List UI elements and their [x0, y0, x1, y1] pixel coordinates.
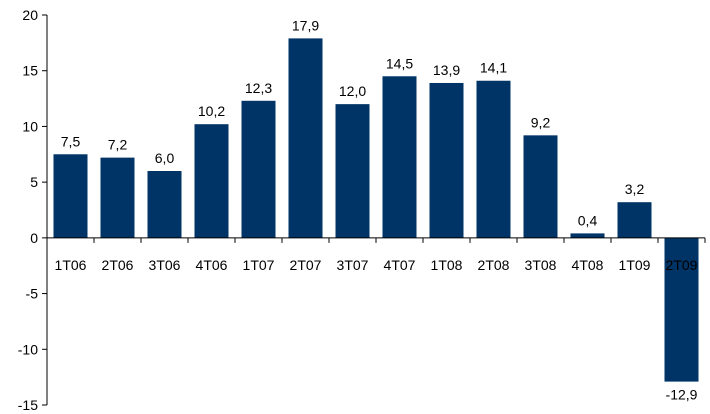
bar	[241, 100, 276, 238]
y-tick-label: -5	[26, 286, 39, 302]
bar	[664, 237, 699, 382]
category-label: 4T07	[384, 257, 416, 273]
bar	[147, 171, 182, 238]
y-tick-label: 15	[22, 63, 38, 79]
bar	[194, 124, 229, 238]
category-label: 4T08	[572, 257, 604, 273]
data-label: 3,2	[625, 181, 645, 197]
category-label: 1T06	[55, 257, 87, 273]
data-label: -12,9	[666, 387, 698, 403]
data-label: 0,4	[578, 212, 598, 228]
data-label: 17,9	[292, 17, 319, 33]
x-axis	[47, 237, 706, 243]
bar	[53, 154, 88, 238]
category-label: 2T09	[666, 257, 698, 273]
bar	[476, 80, 511, 238]
data-label: 13,9	[433, 62, 460, 78]
data-label: 7,5	[61, 133, 81, 149]
data-label: 7,2	[108, 137, 128, 153]
data-label: 12,3	[245, 80, 272, 96]
bar	[617, 202, 652, 238]
category-label: 3T06	[149, 257, 181, 273]
category-label: 2T06	[102, 257, 134, 273]
y-tick-label: 0	[30, 230, 38, 246]
category-label: 3T08	[525, 257, 557, 273]
y-tick-label: -15	[18, 397, 38, 413]
bar	[429, 82, 464, 238]
category-label: 1T09	[619, 257, 651, 273]
y-tick-label: 20	[22, 7, 38, 23]
bar	[570, 233, 605, 238]
bar	[288, 38, 323, 238]
category-labels: 1T06 2T06 3T06 4T06 1T07 2T07 3T07 4T07 1T08 2T08…	[55, 257, 698, 273]
category-label: 4T06	[196, 257, 228, 273]
bar	[523, 135, 558, 238]
category-label: 2T08	[478, 257, 510, 273]
data-label: 14,5	[386, 55, 413, 71]
category-label: 1T07	[243, 257, 275, 273]
y-tick-label: 5	[30, 174, 38, 190]
data-label: 9,2	[531, 114, 551, 130]
data-label: 10,2	[198, 103, 225, 119]
data-labels: 7,5 7,2 6,0 10,2 12,3 17,9 12,0 14,5 13,9 14,1 9,2…	[61, 17, 698, 402]
y-tick-label: -10	[18, 341, 38, 357]
bar	[100, 157, 135, 238]
y-tick-label: 10	[22, 118, 38, 134]
data-label: 6,0	[155, 150, 175, 166]
category-label: 2T07	[290, 257, 322, 273]
bar	[335, 104, 370, 238]
bars	[53, 38, 699, 382]
data-label: 14,1	[480, 60, 507, 76]
y-axis: 20 15 10 5 0 -5 -10 -15	[18, 7, 48, 413]
data-label: 12,0	[339, 83, 366, 99]
category-label: 3T07	[337, 257, 369, 273]
category-label: 1T08	[431, 257, 463, 273]
bar	[382, 76, 417, 238]
